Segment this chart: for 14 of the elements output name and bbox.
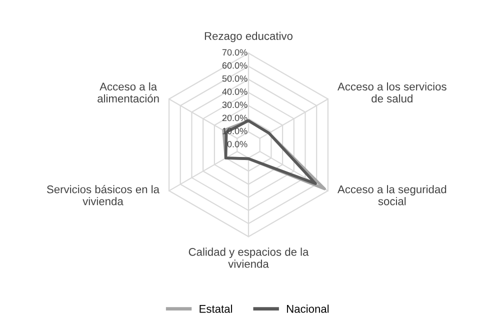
y-tick-label: 30.0%: [222, 102, 248, 108]
spoke-label: Rezago educativo: [204, 32, 293, 42]
spoke-label: Acceso a los servicios de salud: [338, 82, 446, 102]
legend-label: Estatal: [200, 304, 232, 313]
y-tick-label: 50.0%: [222, 75, 248, 82]
spoke-label: Calidad y espacios de la vivienda: [188, 248, 309, 268]
y-tick-label: 40.0%: [222, 88, 248, 95]
y-tick-label: 70.0%: [222, 49, 248, 56]
spoke-label: Acceso a la alimentación: [98, 82, 159, 102]
y-tick-label: 20.0%: [222, 114, 248, 122]
legend-label: Nacional: [287, 304, 329, 313]
spoke-label: Servicios básicos en la vivienda: [47, 185, 160, 206]
spoke-label: Acceso a la seguridad social: [338, 185, 446, 206]
y-tick-label: 60.0%: [222, 62, 248, 69]
